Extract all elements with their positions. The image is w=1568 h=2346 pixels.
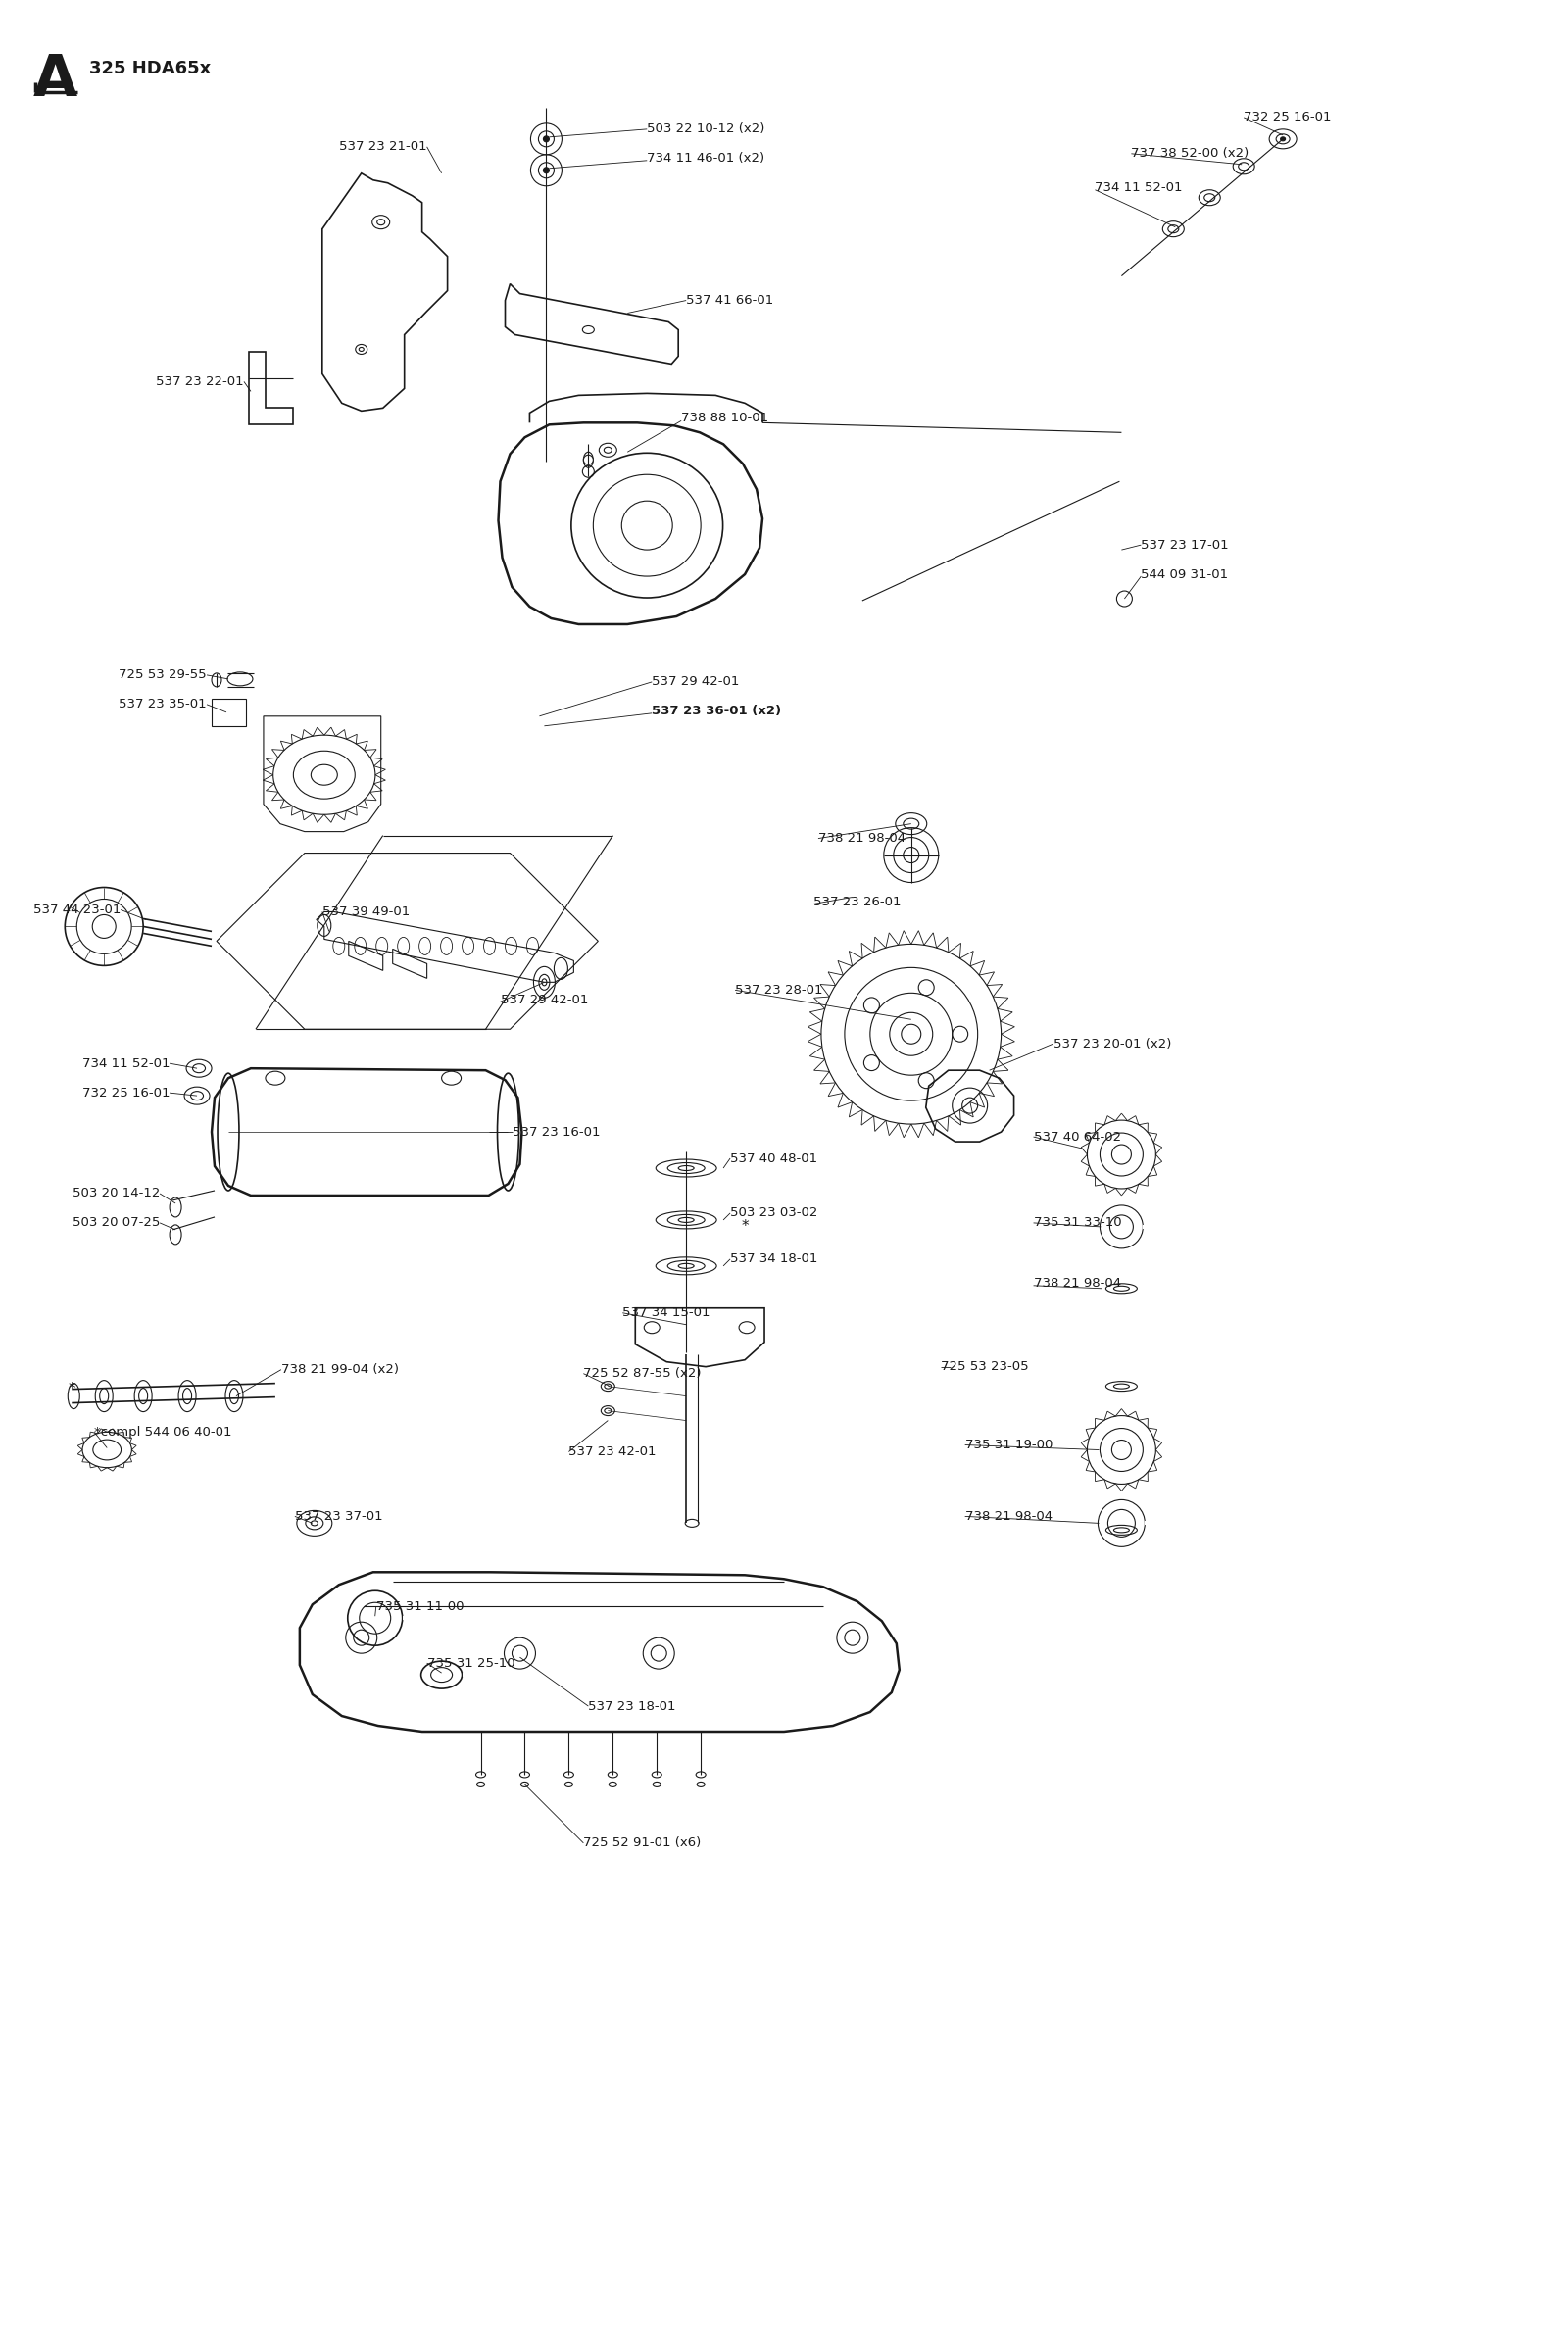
Text: 537 34 18-01: 537 34 18-01 — [731, 1253, 818, 1264]
Ellipse shape — [608, 1783, 616, 1788]
Text: 537 23 20-01 (x2): 537 23 20-01 (x2) — [1054, 1037, 1171, 1051]
Text: 735 31 25-10: 735 31 25-10 — [426, 1656, 514, 1670]
Circle shape — [544, 167, 549, 174]
Text: 537 40 48-01: 537 40 48-01 — [731, 1152, 817, 1164]
Text: 537 23 18-01: 537 23 18-01 — [588, 1701, 676, 1713]
Text: 537 23 37-01: 537 23 37-01 — [295, 1511, 383, 1523]
Text: 735 31 11-00: 735 31 11-00 — [376, 1600, 464, 1612]
Text: 735 31 19-00: 735 31 19-00 — [964, 1438, 1052, 1452]
Text: 503 20 14-12: 503 20 14-12 — [72, 1187, 160, 1199]
Text: 537 39 49-01: 537 39 49-01 — [323, 906, 409, 917]
Text: 738 21 98-04: 738 21 98-04 — [818, 833, 906, 845]
Text: *: * — [742, 1220, 748, 1234]
Text: 738 88 10-01: 738 88 10-01 — [681, 411, 768, 425]
Text: 537 23 28-01: 537 23 28-01 — [735, 983, 823, 997]
Text: 738 21 99-04 (x2): 738 21 99-04 (x2) — [281, 1363, 398, 1377]
Text: *: * — [67, 1382, 75, 1396]
Text: 537 23 17-01: 537 23 17-01 — [1142, 540, 1229, 551]
Text: 537 23 21-01: 537 23 21-01 — [339, 141, 426, 152]
Text: 738 21 98-04: 738 21 98-04 — [1033, 1276, 1121, 1290]
Text: *compl 544 06 40-01: *compl 544 06 40-01 — [94, 1426, 232, 1438]
Text: 732 25 16-01: 732 25 16-01 — [82, 1086, 169, 1100]
Text: 503 20 07-25: 503 20 07-25 — [72, 1218, 160, 1229]
Circle shape — [544, 136, 549, 141]
Text: 537 23 36-01 (x2): 537 23 36-01 (x2) — [652, 704, 781, 718]
Text: 735 31 33-10: 735 31 33-10 — [1033, 1218, 1121, 1229]
Text: 537 23 42-01: 537 23 42-01 — [569, 1445, 657, 1459]
Text: 503 23 03-02: 503 23 03-02 — [731, 1206, 818, 1220]
Text: 734 11 52-01: 734 11 52-01 — [1094, 181, 1182, 195]
Text: 537 41 66-01: 537 41 66-01 — [687, 293, 773, 307]
Ellipse shape — [521, 1783, 528, 1788]
Ellipse shape — [696, 1783, 704, 1788]
Ellipse shape — [564, 1783, 572, 1788]
Text: A: A — [33, 52, 77, 108]
Text: 537 29 42-01: 537 29 42-01 — [652, 676, 740, 687]
Ellipse shape — [652, 1783, 660, 1788]
Text: 732 25 16-01: 732 25 16-01 — [1243, 110, 1331, 124]
Text: 725 52 91-01 (x6): 725 52 91-01 (x6) — [583, 1837, 701, 1849]
Text: 503 22 10-12 (x2): 503 22 10-12 (x2) — [648, 122, 765, 136]
Text: 737 38 52-00 (x2): 737 38 52-00 (x2) — [1131, 148, 1250, 160]
Text: 325 HDA65x: 325 HDA65x — [89, 59, 212, 77]
Text: 738 21 98-04: 738 21 98-04 — [964, 1511, 1052, 1523]
Ellipse shape — [477, 1783, 485, 1788]
Text: 734 11 46-01 (x2): 734 11 46-01 (x2) — [648, 152, 765, 164]
Text: 537 40 64-02: 537 40 64-02 — [1033, 1131, 1121, 1143]
Text: 537 23 35-01: 537 23 35-01 — [119, 699, 207, 711]
Text: 537 44 23-01: 537 44 23-01 — [33, 903, 121, 917]
Text: 734 11 52-01: 734 11 52-01 — [82, 1058, 169, 1070]
Text: 537 23 22-01: 537 23 22-01 — [157, 375, 245, 387]
Ellipse shape — [1281, 136, 1286, 141]
Text: 537 29 42-01: 537 29 42-01 — [500, 992, 588, 1006]
Circle shape — [583, 455, 593, 465]
Text: 544 09 31-01: 544 09 31-01 — [1142, 568, 1228, 582]
Text: 725 52 87-55 (x2): 725 52 87-55 (x2) — [583, 1368, 701, 1379]
Text: 725 53 29-55: 725 53 29-55 — [119, 669, 207, 680]
Text: 725 53 23-05: 725 53 23-05 — [941, 1361, 1029, 1372]
Text: 537 34 15-01: 537 34 15-01 — [622, 1307, 710, 1318]
Text: 537 23 26-01: 537 23 26-01 — [814, 896, 902, 908]
Text: 537 23 16-01: 537 23 16-01 — [513, 1126, 601, 1138]
